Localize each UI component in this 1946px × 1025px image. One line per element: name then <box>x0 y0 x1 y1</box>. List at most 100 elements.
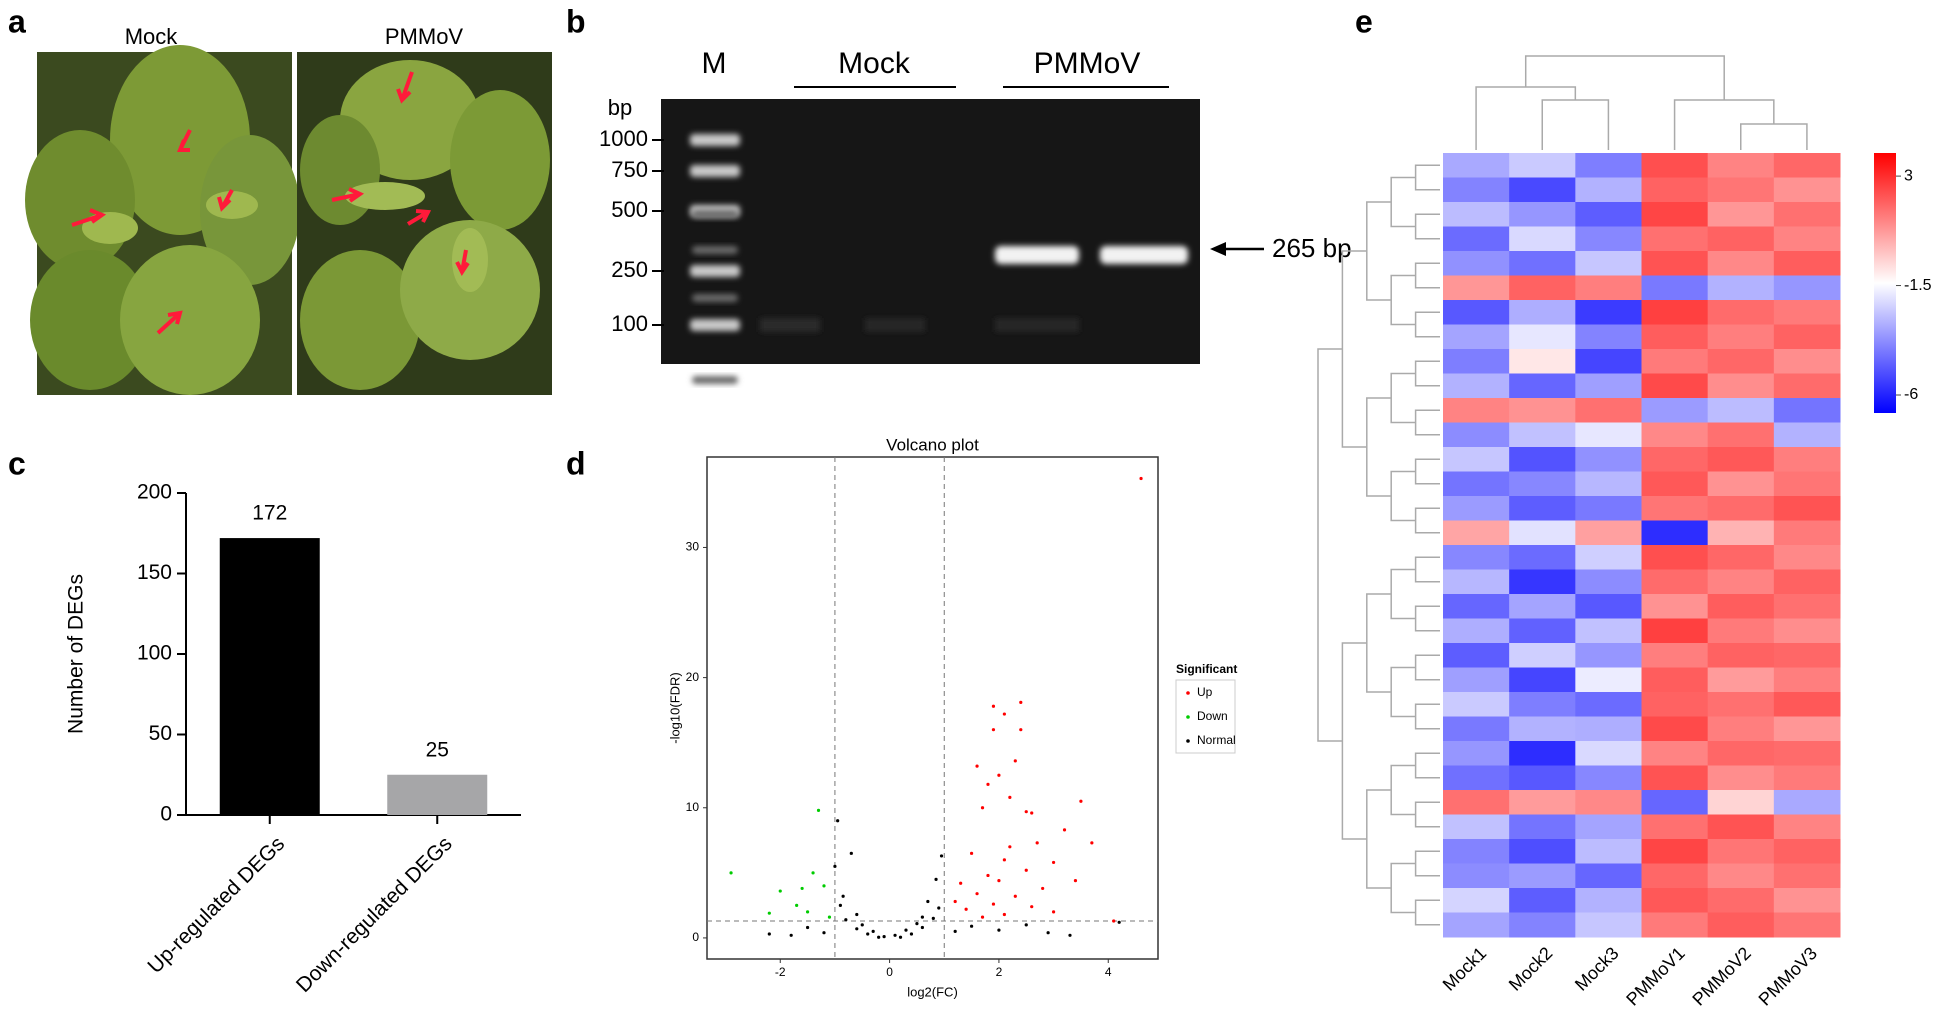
heatmap-cell <box>1707 251 1775 276</box>
ladder-band <box>690 134 740 146</box>
heatmap-cell <box>1707 765 1775 791</box>
heatmap-cell <box>1707 447 1775 472</box>
point <box>1073 879 1078 883</box>
heatmap-cell <box>1575 667 1642 693</box>
heatmap-cell <box>1575 300 1642 325</box>
heatmap-cell <box>1443 741 1510 766</box>
heatmap-cell <box>1575 324 1642 350</box>
heatmap-cell <box>1707 594 1775 619</box>
point <box>844 918 848 922</box>
heatmap-cell <box>1707 814 1775 840</box>
heatmap-cell <box>1443 373 1510 399</box>
heatmap-cell <box>1773 545 1841 570</box>
heatmap-cell <box>1443 692 1510 717</box>
point <box>811 871 815 875</box>
heatmap-cell <box>1575 594 1642 619</box>
point <box>860 923 864 927</box>
dendrogram <box>1414 605 1440 632</box>
heatmap-cell <box>1575 202 1642 227</box>
heatmap-cell <box>1509 863 1576 889</box>
heatmap-cell <box>1773 349 1841 374</box>
heatmap-cell <box>1509 912 1576 938</box>
heatmap-cell <box>1641 496 1709 521</box>
point <box>975 892 979 896</box>
heatmap-cell <box>1773 569 1841 595</box>
heatmap-cell <box>1773 496 1841 521</box>
column-label: PMMoV3 <box>1755 943 1821 1009</box>
panel-label: e <box>1355 3 1373 39</box>
y-axis-label: -log10(FDR) <box>667 672 682 744</box>
ladder-band <box>692 210 738 218</box>
heatmap-cell <box>1641 912 1709 938</box>
point <box>1035 841 1039 845</box>
point <box>1051 910 1056 914</box>
point <box>836 819 840 823</box>
point <box>969 924 974 928</box>
gel-group-label: Mock <box>838 47 911 80</box>
point <box>920 915 924 919</box>
heatmap-cell <box>1575 618 1642 644</box>
heatmap-cell <box>1707 202 1775 227</box>
point <box>871 929 875 934</box>
heatmap-cell <box>1575 863 1642 889</box>
heatmap-cell <box>1575 251 1642 276</box>
dendrogram <box>1475 86 1577 150</box>
point <box>893 933 897 937</box>
heatmap-cell <box>1509 422 1576 448</box>
heatmap-cell <box>1641 373 1709 399</box>
ladder-band <box>690 265 740 277</box>
dendrogram <box>1341 642 1367 840</box>
heatmap-cell <box>1509 888 1576 913</box>
heatmap-cell <box>1443 839 1510 864</box>
point <box>1062 828 1067 832</box>
heatmap-cell <box>1773 912 1841 938</box>
point <box>986 782 990 786</box>
heatmap-cell <box>1509 398 1576 423</box>
value-label: 172 <box>252 502 287 525</box>
photo-mock <box>25 45 300 395</box>
dendrogram <box>1414 556 1440 583</box>
heatmap-cell <box>1443 863 1510 889</box>
heatmap-cell <box>1575 349 1642 374</box>
heatmap-cell <box>1641 177 1709 203</box>
heatmap-cell <box>1641 226 1709 252</box>
legend-marker <box>1186 715 1190 719</box>
ladder-band <box>692 246 738 254</box>
heatmap-cell <box>1509 471 1576 497</box>
heatmap-cell <box>1575 153 1642 178</box>
point <box>991 728 996 732</box>
plot-frame <box>706 456 1159 960</box>
dendrogram <box>1673 99 1775 150</box>
heatmap-cell <box>1509 496 1576 521</box>
dendrogram <box>1414 213 1440 240</box>
dendrogram <box>1317 348 1343 742</box>
point <box>1112 919 1116 923</box>
y-tick-label: 50 <box>149 722 172 745</box>
point <box>1030 905 1034 909</box>
gel <box>661 99 1200 364</box>
heatmap-cell <box>1641 251 1709 276</box>
column-label: PMMoV2 <box>1688 943 1754 1009</box>
heatmap-cell <box>1443 496 1510 521</box>
point <box>816 808 821 812</box>
dendrogram <box>1414 850 1440 877</box>
point <box>937 906 941 910</box>
legend-label: Up <box>1197 685 1213 699</box>
point <box>855 927 859 931</box>
point <box>1008 845 1012 849</box>
point <box>805 925 810 930</box>
dendrogram <box>1390 764 1416 816</box>
point <box>849 851 853 855</box>
point <box>997 928 1001 932</box>
dendrogram <box>1366 789 1392 889</box>
heatmap-cell <box>1773 275 1841 301</box>
point <box>964 907 968 911</box>
y-tick-label: 20 <box>686 670 700 684</box>
heatmap-cell <box>1641 153 1709 178</box>
heatmap-cell <box>1707 569 1775 595</box>
heatmap-cell <box>1641 520 1709 546</box>
heatmap-cell <box>1509 251 1576 276</box>
ladder-label: 750 <box>611 157 648 182</box>
heatmap-cell <box>1509 716 1576 742</box>
point <box>1041 886 1045 891</box>
